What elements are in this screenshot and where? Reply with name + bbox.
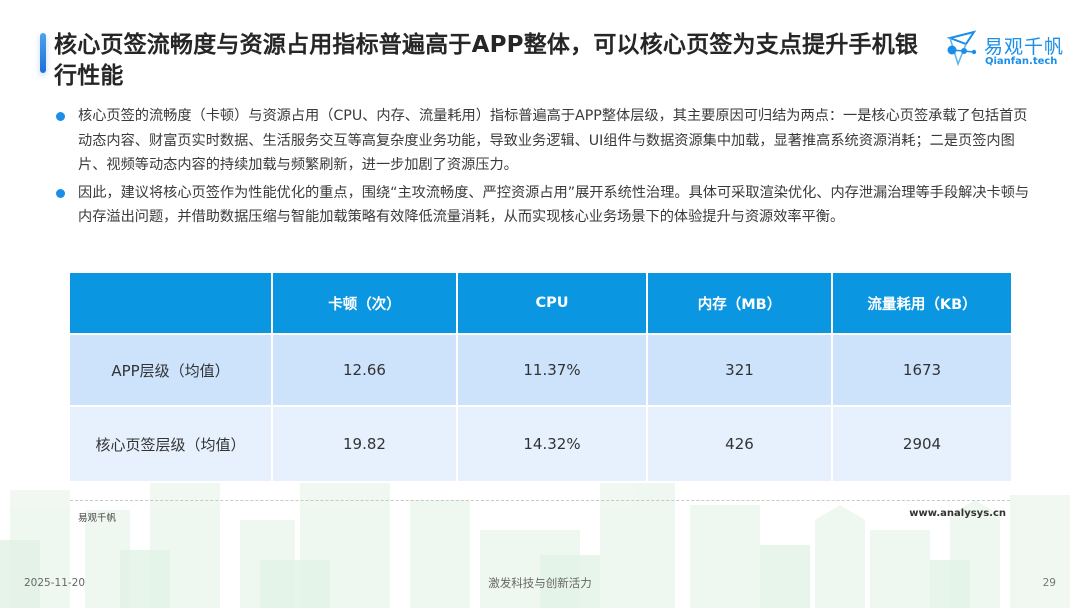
cell-stutter: 12.66 [273,335,458,407]
cell-cpu: 11.37% [458,335,648,407]
table-row: APP层级（均值） 12.66 11.37% 321 1673 [70,335,1011,407]
bullet-dot-icon [56,112,65,121]
column-header-blank [70,273,273,335]
source-divider [70,500,1010,501]
page-title: 核心页签流畅度与资源占用指标普遍高于APP整体，可以核心页签为支点提升手机银行性… [54,32,919,89]
cell-memory: 426 [648,407,833,483]
logo-name-en: Qianfan.tech [985,56,1058,67]
summary-bullets: 核心页签的流畅度（卡顿）与资源占用（CPU、内存、流量耗用）指标普遍高于APP整… [56,104,1036,233]
city-skyline-background [0,470,1070,608]
table-header-row: 卡顿（次） CPU 内存（MB） 流量耗用（KB） [70,273,1011,335]
column-header-traffic: 流量耗用（KB） [833,273,1011,335]
brand-logo: 易观千帆 Qianfan.tech [944,30,1074,70]
column-header-cpu: CPU [458,273,648,335]
title-accent-bar [40,33,46,73]
cell-memory: 321 [648,335,833,407]
source-label: 易观千帆 [78,513,117,524]
row-label: 核心页签层级（均值） [70,407,273,483]
source-website: www.analysys.cn [909,508,1006,519]
cell-traffic: 2904 [833,407,1011,483]
cell-traffic: 1673 [833,335,1011,407]
row-label: APP层级（均值） [70,335,273,407]
cell-cpu: 14.32% [458,407,648,483]
performance-comparison-table: 卡顿（次） CPU 内存（MB） 流量耗用（KB） APP层级（均值） 12.6… [70,273,1011,483]
cell-stutter: 19.82 [273,407,458,483]
qianfan-logo-icon [946,30,977,67]
table-row: 核心页签层级（均值） 19.82 14.32% 426 2904 [70,407,1011,483]
column-header-memory: 内存（MB） [648,273,833,335]
page-number: 29 [1042,577,1056,589]
bullet-dot-icon [56,188,65,198]
footer-slogan: 激发科技与创新活力 [488,576,592,590]
footer-date: 2025-11-20 [24,577,86,589]
column-header-stutter: 卡顿（次） [273,273,458,335]
bullet-text: 核心页签的流畅度（卡顿）与资源占用（CPU、内存、流量耗用）指标普遍高于APP整… [78,108,1028,173]
bullet-item: 核心页签的流畅度（卡顿）与资源占用（CPU、内存、流量耗用）指标普遍高于APP整… [56,104,1036,178]
bullet-item: 因此，建议将核心页签作为性能优化的重点，围绕“主攻流畅度、严控资源占用”展开系统… [56,181,1036,230]
logo-name-cn: 易观千帆 [984,36,1065,58]
bullet-text: 因此，建议将核心页签作为性能优化的重点，围绕“主攻流畅度、严控资源占用”展开系统… [78,184,1030,226]
